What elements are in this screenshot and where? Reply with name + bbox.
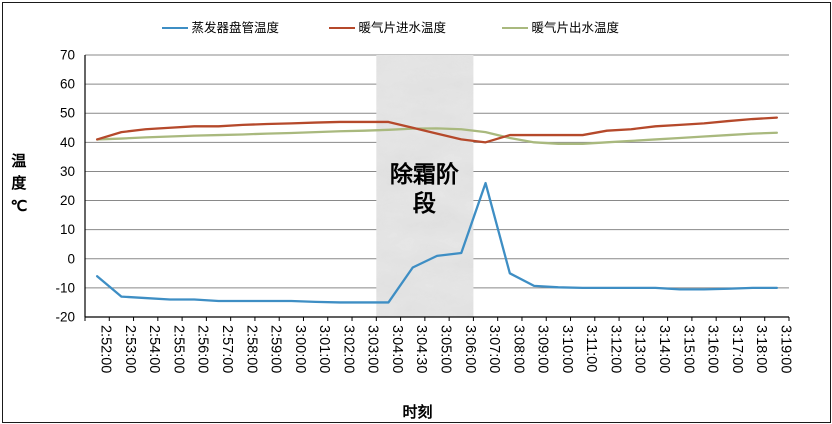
svg-text:-10: -10 xyxy=(55,280,75,295)
svg-text:3:09:00: 3:09:00 xyxy=(534,325,550,373)
svg-text:60: 60 xyxy=(59,76,74,91)
svg-text:3:10:00: 3:10:00 xyxy=(558,325,574,373)
svg-text:3:06:00: 3:06:00 xyxy=(461,325,477,373)
svg-text:70: 70 xyxy=(59,47,74,62)
svg-text:3:13:00: 3:13:00 xyxy=(631,325,647,373)
svg-text:3:08:00: 3:08:00 xyxy=(510,325,526,373)
svg-text:-20: -20 xyxy=(55,309,75,324)
svg-text:3:12:00: 3:12:00 xyxy=(607,325,623,373)
svg-text:50: 50 xyxy=(59,105,74,120)
svg-text:3:18:00: 3:18:00 xyxy=(753,325,769,373)
svg-text:3:04:30: 3:04:30 xyxy=(413,325,429,373)
svg-text:10: 10 xyxy=(59,222,74,237)
svg-text:30: 30 xyxy=(59,163,74,178)
svg-text:2:55:00: 2:55:00 xyxy=(170,325,186,373)
svg-text:2:56:00: 2:56:00 xyxy=(194,325,210,373)
svg-text:3:11:00: 3:11:00 xyxy=(583,325,599,372)
svg-text:2:53:00: 2:53:00 xyxy=(121,325,137,373)
svg-text:3:05:00: 3:05:00 xyxy=(437,325,453,373)
svg-text:0: 0 xyxy=(67,251,75,266)
svg-text:40: 40 xyxy=(59,134,74,149)
svg-text:3:02:00: 3:02:00 xyxy=(340,325,356,373)
svg-text:2:57:00: 2:57:00 xyxy=(219,325,235,373)
svg-text:2:59:00: 2:59:00 xyxy=(267,325,283,373)
svg-text:3:00:00: 3:00:00 xyxy=(291,325,307,373)
svg-text:3:14:00: 3:14:00 xyxy=(655,325,671,373)
svg-text:2:58:00: 2:58:00 xyxy=(243,325,259,373)
svg-text:3:03:00: 3:03:00 xyxy=(364,325,380,373)
svg-text:2:54:00: 2:54:00 xyxy=(146,325,162,373)
svg-text:3:01:00: 3:01:00 xyxy=(316,325,332,373)
svg-text:3:15:00: 3:15:00 xyxy=(680,325,696,373)
svg-text:3:16:00: 3:16:00 xyxy=(704,325,720,373)
svg-text:3:04:00: 3:04:00 xyxy=(388,325,404,373)
svg-text:20: 20 xyxy=(59,193,74,208)
svg-text:2:52:00: 2:52:00 xyxy=(97,325,113,373)
svg-text:3:07:00: 3:07:00 xyxy=(486,325,502,373)
svg-text:3:17:00: 3:17:00 xyxy=(728,325,744,373)
svg-text:3:19:00: 3:19:00 xyxy=(777,325,793,373)
